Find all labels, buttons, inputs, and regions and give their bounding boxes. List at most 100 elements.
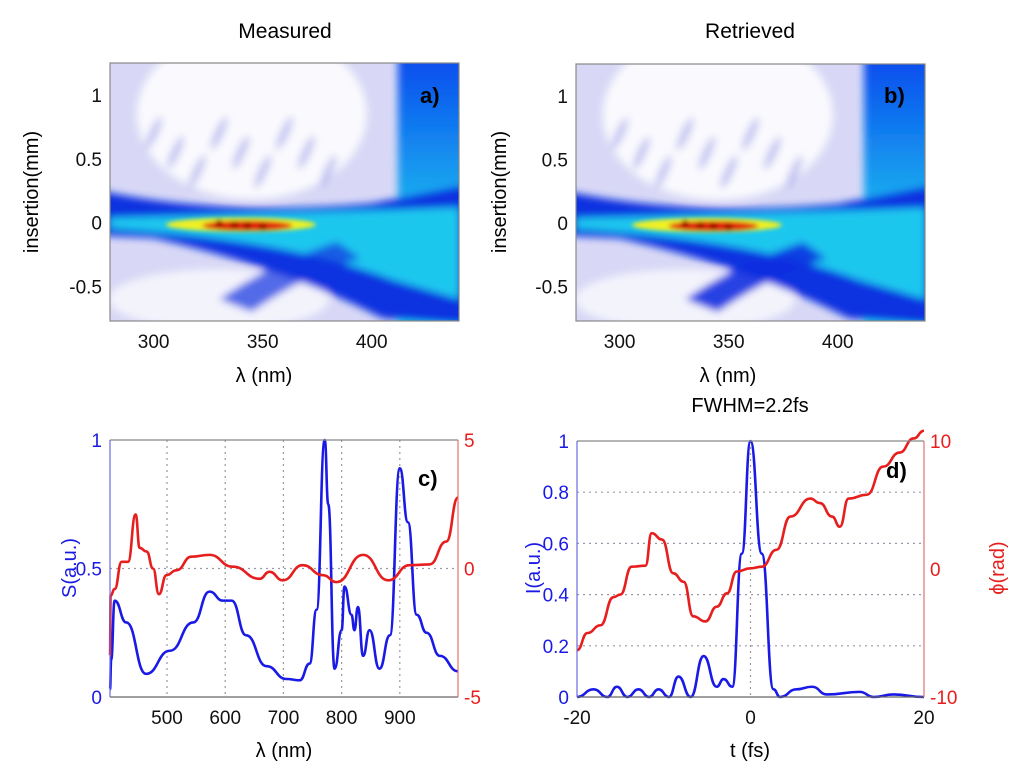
heatmap-peak-dot (230, 220, 239, 229)
lines-c (108, 438, 460, 691)
x-tick-label: 0 (745, 708, 756, 729)
heatmap-peak-dot (724, 223, 733, 232)
heatmap-upper-lobe (136, 63, 367, 200)
ylabel-c: S(a.u.) (59, 538, 81, 598)
panel-b: Retrieved b) 300 350 400 1 0.5 0 -0.5 λ (nm) i… (489, 20, 926, 417)
y2-tick-label: 0 (464, 560, 475, 581)
heatmap-fringe (210, 116, 228, 150)
x-tick-label: 600 (209, 708, 241, 729)
xlabel-a: λ (nm) (236, 365, 293, 387)
series-line-intensity (576, 439, 925, 699)
y-tick-label: 0 (558, 688, 569, 709)
heatmap-fringe (698, 136, 716, 170)
y2-tick-label: 5 (464, 431, 475, 452)
panel-label-a: a) (420, 83, 440, 108)
heatmap-upper-lobe (602, 64, 833, 200)
x-tick-label: -20 (563, 708, 590, 729)
ylabel-d: I(a.u.) (523, 542, 545, 594)
panel-label-d: d) (886, 458, 907, 483)
x-tick-label: 350 (713, 332, 745, 353)
heatmap-fringe (297, 136, 315, 169)
lines-d (576, 429, 925, 699)
x-tick-label: 500 (151, 708, 183, 729)
heatmap-fringe (633, 136, 650, 170)
x-tick-label: 400 (356, 332, 388, 353)
y-tick-label: 0.5 (76, 150, 102, 171)
heatmap-retrieved (576, 64, 925, 321)
ylabel-a: insertion(mm) (21, 131, 43, 253)
xlabel-c: λ (nm) (256, 740, 313, 762)
x-tick-label: 20 (913, 708, 934, 729)
heatmap-peak-dot (696, 221, 705, 230)
heatmap-fringe (188, 155, 206, 188)
heatmap-peak-dot (215, 219, 224, 228)
y2-tick-label: -10 (930, 688, 957, 709)
y-tick-label: 0.5 (542, 150, 568, 171)
heatmap-fringe (319, 155, 337, 188)
y-tick-label: 0 (91, 214, 102, 235)
fwhm-label: FWHM=2.2fs (691, 395, 808, 417)
heatmap-fringe (742, 117, 759, 151)
heatmap-fringe (276, 116, 293, 150)
x-tick-label: 400 (822, 332, 854, 353)
y-tick-label: 0.4 (543, 586, 570, 607)
y-tick-label: -0.5 (535, 278, 568, 299)
heatmap-peak (631, 218, 782, 233)
heatmap-fringe (167, 136, 184, 169)
heatmap-measured (110, 63, 459, 321)
heatmap-peak-dot (258, 222, 267, 231)
x-tick-label: 900 (384, 708, 416, 729)
xlabel-b: λ (nm) (700, 365, 757, 387)
y-tick-label: 0 (557, 214, 568, 235)
heatmap-fringe (611, 117, 629, 151)
axes-frame-a (109, 62, 460, 322)
panel-a: Measured a) 300 350 400 1 0.5 0 -0.5 λ (nm) in… (21, 20, 460, 387)
heatmap-fringe (763, 136, 781, 170)
series-line-intensity (108, 438, 459, 691)
y-tick-label: 1 (557, 87, 568, 108)
y2label-d: ϕ(rad) (987, 541, 1009, 594)
heatmap-peak-dot (681, 220, 690, 229)
heatmap-fringe (785, 155, 803, 189)
y-tick-label: 0.8 (543, 483, 569, 504)
series-line-phase (576, 429, 925, 652)
ticks-c: 500 600 700 800 900 1 0.5 0 5 0 -5 (76, 431, 481, 729)
ticks-b: 300 350 400 1 0.5 0 -0.5 (535, 87, 853, 353)
y-tick-label: 1 (91, 431, 102, 452)
panel-label-b: b) (884, 83, 905, 108)
y-tick-label: 0.2 (543, 637, 569, 658)
heatmap-peak (165, 217, 316, 232)
axes-frame-b (575, 63, 926, 322)
heatmap-fringe (676, 117, 694, 151)
heatmap-fringe (654, 155, 672, 189)
heatmap-lower-branch (219, 241, 361, 313)
heatmap-fringe (254, 155, 272, 188)
x-tick-label: 800 (326, 708, 358, 729)
x-tick-label: 700 (268, 708, 300, 729)
y-tick-label: -0.5 (69, 278, 102, 299)
heatmap-fringe (145, 116, 163, 150)
y-tick-label: 0.6 (543, 534, 569, 555)
series-line-phase (108, 496, 460, 658)
panel-c: c) 500 600 700 800 900 1 0.5 0 5 0 -5 λ (nm) S(a.u… (59, 431, 481, 762)
y-tick-label: 0 (91, 688, 102, 709)
y-tick-label: 1 (91, 86, 102, 107)
heatmap-fringe (720, 155, 738, 189)
title-retrieved: Retrieved (705, 20, 795, 43)
ylabel-b: insertion(mm) (489, 131, 511, 253)
panel-label-c: c) (418, 466, 438, 491)
xlabel-d: t (fs) (730, 740, 770, 762)
y-tick-label: 1 (558, 432, 569, 453)
x-tick-label: 300 (604, 332, 636, 353)
heatmap-peak-dot (243, 221, 252, 230)
y2-tick-label: 0 (930, 560, 941, 581)
grid-c (110, 440, 458, 697)
heatmap-lower-branch (685, 242, 827, 313)
x-tick-label: 350 (247, 332, 279, 353)
y-tick-label: 0.5 (76, 560, 102, 581)
y2-tick-label: 10 (930, 432, 951, 453)
heatmap-fringe (232, 136, 250, 169)
